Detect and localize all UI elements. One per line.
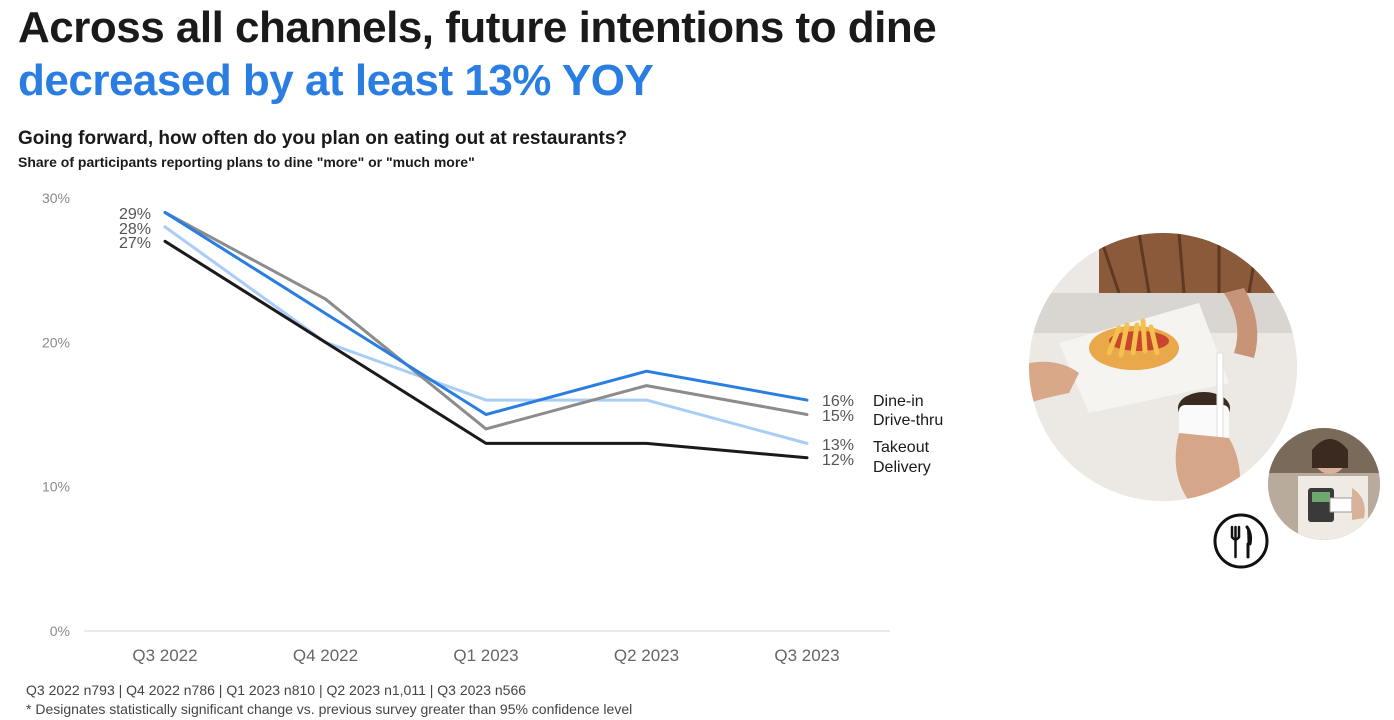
y-tick-label: 30% xyxy=(42,190,70,206)
end-value-label: 13% xyxy=(822,437,854,454)
start-value-label: 28% xyxy=(119,221,151,238)
y-tick-label: 0% xyxy=(50,623,70,639)
chart-subtitle-prefix: Share of participants reporting plans to… xyxy=(18,154,317,170)
x-tick-label: Q4 2022 xyxy=(293,646,358,665)
headline: Across all channels, future intentions t… xyxy=(18,3,937,110)
series-line-dine-in xyxy=(163,210,809,416)
end-value-label: 12% xyxy=(822,452,854,469)
legend-label: Dine-in xyxy=(873,393,924,410)
series-line-delivery xyxy=(163,239,809,460)
series-line-drive-thru xyxy=(163,210,809,431)
start-value-label: 27% xyxy=(119,235,151,252)
x-tick-label: Q2 2023 xyxy=(614,646,679,665)
x-tick-label: Q3 2023 xyxy=(774,646,839,665)
restaurant-food-photo xyxy=(1029,233,1297,501)
line-chart: 0% 10% 20% 30% Q3 2022 Q4 2022 Q1 2023 Q2 2023 Q… xyxy=(42,190,943,665)
end-value-label: 15% xyxy=(822,408,854,425)
headline-line-2: decreased by at least 13% YOY xyxy=(18,56,654,105)
cashier-payment-photo xyxy=(1268,428,1380,540)
fork-knife-icon xyxy=(1213,513,1269,569)
legend-label: Delivery xyxy=(873,459,931,476)
y-tick-label: 10% xyxy=(42,479,70,495)
x-tick-label: Q1 2023 xyxy=(453,646,518,665)
end-value-label: 16% xyxy=(822,393,854,410)
chart-question: Going forward, how often do you plan on … xyxy=(18,128,628,149)
start-value-label: 29% xyxy=(119,206,151,223)
chart-subtitle-emphasis: "more" or "much more" xyxy=(316,154,475,170)
legend-label: Drive-thru xyxy=(873,412,943,429)
legend-label: Takeout xyxy=(873,439,930,456)
headline-line-1: Across all channels, future intentions t… xyxy=(18,3,937,52)
series-line-takeout xyxy=(163,225,809,445)
x-tick-label: Q3 2022 xyxy=(132,646,197,665)
sample-sizes-footnote: Q3 2022 n793 | Q4 2022 n786 | Q1 2023 n8… xyxy=(26,682,527,698)
y-tick-label: 20% xyxy=(42,334,70,350)
chart-subtitle: Share of participants reporting plans to… xyxy=(18,154,475,170)
significance-footnote: * Designates statistically significant c… xyxy=(26,701,633,717)
